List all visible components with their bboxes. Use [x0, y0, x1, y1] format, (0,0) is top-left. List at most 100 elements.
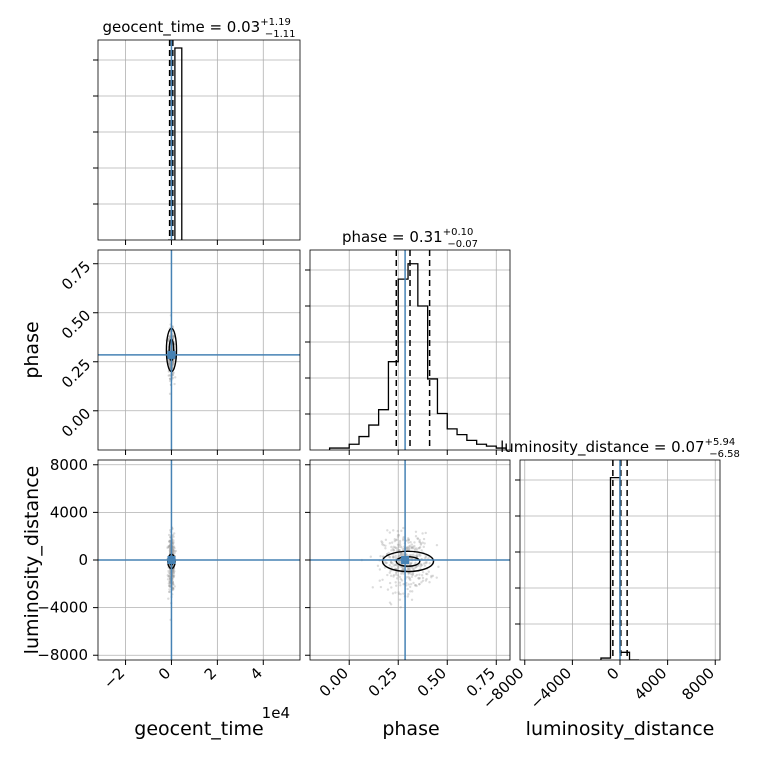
- sample-point: [418, 582, 421, 586]
- sample-point: [408, 547, 411, 551]
- title-lower: −6.58: [709, 449, 740, 460]
- sample-point: [166, 574, 170, 577]
- sample-point: [396, 529, 400, 533]
- sample-point: [172, 362, 175, 366]
- sample-point: [407, 571, 410, 575]
- sample-point: [171, 360, 175, 364]
- sample-point: [384, 547, 387, 550]
- sample-point: [168, 590, 171, 593]
- sample-point: [167, 571, 171, 574]
- sample-point: [172, 548, 175, 552]
- sample-point: [168, 363, 171, 366]
- sample-point: [173, 549, 176, 553]
- sample-point: [397, 543, 400, 547]
- sample-point: [430, 574, 433, 578]
- y-axis-label-phase: phase: [21, 321, 43, 378]
- sample-point: [410, 557, 413, 560]
- sample-point: [407, 541, 410, 544]
- sample-point: [168, 575, 171, 578]
- sample-point: [167, 569, 170, 573]
- sample-point: [398, 575, 402, 579]
- sample-point: [402, 539, 405, 542]
- sample-point: [425, 577, 428, 581]
- title-upper: +5.94: [705, 437, 736, 448]
- title-lower: −1.11: [265, 29, 296, 40]
- sample-point: [172, 539, 175, 542]
- title-upper: +1.19: [260, 17, 291, 28]
- sample-point: [167, 340, 170, 343]
- sample-point: [168, 362, 171, 365]
- sample-point: [392, 549, 395, 552]
- sample-point: [395, 563, 398, 567]
- sample-point: [419, 562, 423, 566]
- sample-point: [168, 573, 172, 577]
- sample-point: [424, 556, 428, 559]
- sample-point: [168, 544, 171, 548]
- sample-point: [379, 585, 383, 589]
- sample-point: [413, 584, 417, 587]
- sample-point: [173, 551, 176, 555]
- sample-point: [389, 574, 393, 578]
- sample-point: [397, 549, 400, 552]
- sample-point: [421, 579, 425, 582]
- sample-point: [409, 562, 413, 565]
- sample-point: [418, 538, 421, 542]
- panel-frame: [97, 39, 301, 241]
- sample-point: [168, 379, 172, 383]
- sample-point: [420, 563, 423, 567]
- sample-point: [413, 544, 416, 548]
- sample-point: [172, 335, 175, 338]
- sample-point: [173, 359, 176, 362]
- diag-panel-phase: [310, 250, 510, 450]
- sample-point: [407, 575, 410, 579]
- sample-point: [410, 553, 413, 557]
- sample-point: [168, 588, 171, 591]
- sample-point: [421, 570, 425, 574]
- sample-point: [388, 601, 392, 604]
- y-tick-label-luminosity_distance: −8000: [37, 646, 88, 664]
- sample-point: [384, 544, 387, 547]
- sample-point: [397, 555, 400, 559]
- sample-point: [395, 571, 398, 574]
- sample-point: [172, 569, 175, 572]
- sample-point: [411, 590, 414, 593]
- sample-point: [408, 554, 411, 557]
- sample-point: [418, 546, 422, 549]
- sample-point: [168, 540, 171, 543]
- sample-point: [409, 563, 412, 566]
- sample-point: [384, 538, 388, 542]
- title-upper: +0.10: [443, 227, 474, 238]
- sample-point: [415, 547, 418, 550]
- panel-phase-vs-geocent_time: [98, 250, 300, 450]
- sample-point: [167, 358, 170, 362]
- sample-point: [168, 545, 171, 549]
- sample-point: [398, 541, 402, 545]
- sample-point: [399, 553, 402, 557]
- x-tick-label-geocent_time: 0: [155, 664, 174, 683]
- sample-point: [400, 572, 403, 575]
- sample-point: [418, 583, 421, 586]
- sample-point: [400, 552, 404, 555]
- sample-point: [388, 563, 391, 567]
- sample-point: [381, 578, 384, 581]
- sample-point: [172, 542, 175, 545]
- sample-point: [411, 573, 414, 576]
- sample-point: [167, 584, 171, 588]
- sample-point: [414, 535, 418, 538]
- sample-point: [398, 581, 402, 584]
- sample-point: [171, 581, 175, 584]
- y-tick-label-luminosity_distance: 0: [78, 551, 88, 569]
- sample-point: [398, 539, 402, 543]
- sample-point: [168, 585, 172, 588]
- sample-point: [414, 561, 417, 565]
- sample-point: [407, 567, 411, 571]
- sample-point: [172, 535, 175, 538]
- sample-point: [412, 581, 415, 585]
- sample-point: [415, 555, 419, 558]
- sample-point: [414, 530, 418, 533]
- sample-point: [167, 337, 170, 341]
- sample-point: [408, 568, 412, 571]
- sample-point: [424, 579, 428, 582]
- sample-point: [409, 541, 412, 544]
- sample-point: [416, 537, 419, 540]
